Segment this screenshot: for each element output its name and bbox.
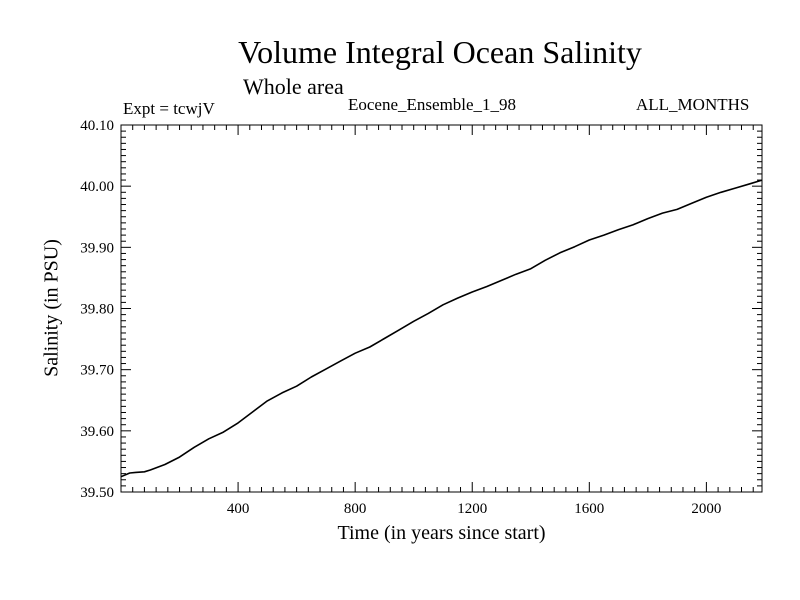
- x-axis-label: Time (in years since start): [337, 522, 546, 544]
- run-name-label: Eocene_Ensemble_1_98: [348, 95, 517, 114]
- y-tick-label: 39.80: [80, 302, 114, 318]
- chart-title: Volume Integral Ocean Salinity: [238, 34, 642, 70]
- y-tick-label: 39.90: [80, 240, 114, 256]
- experiment-label: Expt = tcwjV: [123, 99, 215, 118]
- x-tick-label: 2000: [691, 501, 721, 517]
- x-tick-label: 1600: [574, 501, 604, 517]
- y-tick-label: 39.70: [80, 363, 114, 379]
- tick-marks: [121, 124, 762, 493]
- tick-labels: 39.50 39.60 39.70 39.80 39.90 40.00 40.10 400 80…: [80, 118, 721, 517]
- x-tick-label: 1200: [457, 501, 487, 517]
- y-tick-label: 40.10: [80, 118, 114, 134]
- y-tick-label: 39.50: [80, 485, 114, 501]
- y-tick-label: 39.60: [80, 424, 114, 440]
- x-tick-label: 800: [344, 501, 367, 517]
- months-label: ALL_MONTHS: [636, 95, 750, 114]
- series-line-0: [120, 179, 763, 478]
- series-layer: [120, 179, 763, 478]
- x-tick-label: 400: [227, 501, 250, 517]
- chart-subtitle: Whole area: [243, 74, 344, 99]
- y-tick-label: 40.00: [80, 179, 114, 195]
- plot-frame: [120, 124, 763, 493]
